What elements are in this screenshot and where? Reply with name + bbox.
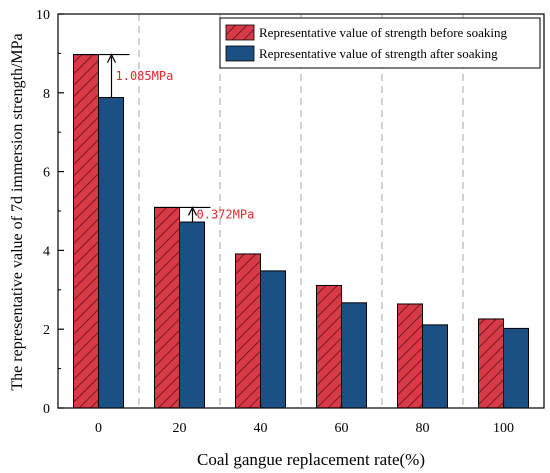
legend-label-before: Representative value of strength before … <box>259 25 507 40</box>
annotations: 1.085MPa 0.372MPa <box>73 53 255 223</box>
x-tick-label: 0 <box>95 421 102 436</box>
y-tick-label: 0 <box>43 402 50 417</box>
bar-after-soaking <box>341 302 367 409</box>
x-tick-label: 40 <box>254 421 268 436</box>
y-tick-label: 4 <box>43 244 50 259</box>
x-tick-label: 60 <box>335 421 349 436</box>
bar-after-soaking <box>422 324 448 409</box>
grid-lines <box>138 14 464 408</box>
bar-before-soaking <box>397 303 423 409</box>
annotation-label: 1.085MPa <box>116 69 174 83</box>
bar-after-soaking <box>503 327 529 409</box>
y-axis: 0 2 4 6 8 10 <box>36 8 64 417</box>
x-tick-label: 100 <box>493 421 514 436</box>
x-tick-label: 20 <box>173 421 187 436</box>
y-tick-label: 8 <box>43 87 50 102</box>
x-axis: 0 20 40 60 80 100 <box>95 402 514 436</box>
bar-before-soaking <box>73 54 99 409</box>
y-tick-label: 6 <box>43 166 50 181</box>
annotation-arrow-head <box>106 53 117 63</box>
legend-label-after: Representative value of strength after s… <box>259 46 498 61</box>
bar-after-soaking <box>260 270 286 409</box>
y-tick-label: 10 <box>36 8 50 23</box>
y-axis-label: The representative value of 7d immersion… <box>9 33 26 390</box>
legend-swatch-before <box>225 24 255 41</box>
bars <box>73 54 529 409</box>
x-axis-label: Coal gangue replacement rate(%) <box>197 450 425 469</box>
annotation-label: 0.372MPa <box>197 208 255 222</box>
annotation-arrow-head <box>187 206 198 216</box>
y-tick-label: 2 <box>43 323 50 338</box>
bar-before-soaking <box>154 206 180 409</box>
legend: Representative value of strength before … <box>219 17 541 69</box>
bar-before-soaking <box>235 253 261 409</box>
bar-after-soaking <box>98 97 124 409</box>
bar-before-soaking <box>478 318 504 409</box>
legend-swatch-after <box>225 45 255 62</box>
x-tick-label: 80 <box>416 421 430 436</box>
bar-after-soaking <box>179 221 205 409</box>
bar-before-soaking <box>316 284 342 409</box>
